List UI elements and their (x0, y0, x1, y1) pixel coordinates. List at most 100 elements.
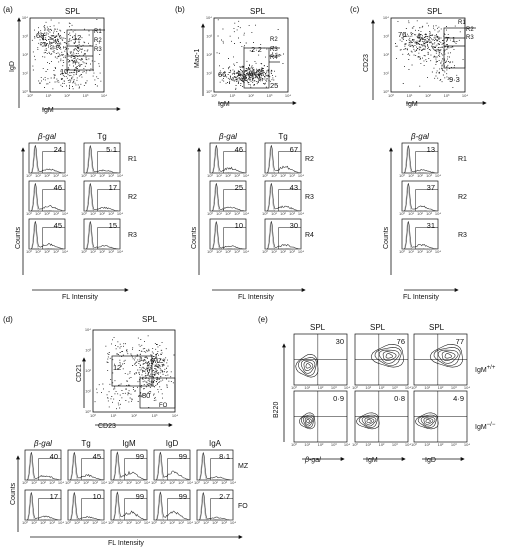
x-tick-label: 10⁰ (207, 249, 213, 254)
x-tick-label: 10² (40, 480, 46, 485)
contour-plot: 30 10⁰ 10¹ 10² 10³ 10⁴ (291, 333, 350, 390)
histogram-box (83, 180, 121, 212)
x-tick-label: 10³ (289, 211, 295, 216)
panel-e-col-title: SPL (310, 323, 326, 332)
column-header: β-gal (33, 439, 52, 448)
x-tick-label: 10⁴ (298, 249, 304, 254)
x-tick-label: 10⁴ (243, 211, 249, 216)
histogram-curve (197, 492, 234, 521)
control-curve (25, 452, 61, 481)
column-header: Tg (97, 132, 106, 141)
x-tick-label: 10⁴ (187, 520, 193, 525)
y-tick-label: 10⁴ (383, 15, 389, 20)
contour-plot: 0·8 10⁰ 10¹ 10² 10³ 10⁴ (352, 390, 411, 447)
y-tick-label: 10³ (383, 34, 389, 39)
x-tick-label: 10³ (49, 520, 55, 525)
x-tick-label: 10² (169, 480, 175, 485)
x-tick-label: 10⁴ (464, 442, 470, 447)
scatter-dots (395, 20, 464, 89)
percent-value: 40 (50, 452, 58, 461)
x-tick-label: 10¹ (117, 520, 123, 525)
panel-e-col-title: SPL (429, 323, 445, 332)
y-tick-label: 10¹ (22, 71, 28, 76)
gate-label: R2 (466, 27, 474, 33)
x-tick-label: 10¹ (365, 442, 371, 447)
gate-label: R3 (128, 232, 137, 239)
percent-value: 46 (235, 145, 243, 154)
panel-e-genotype-label: IgM+/+ (475, 365, 496, 374)
x-tick-label: 10³ (426, 173, 432, 178)
quadrant-value: 68 (36, 31, 44, 40)
x-tick-label: 10⁰ (194, 520, 200, 525)
gate-label: R3 (305, 194, 314, 201)
y-tick-label: 10³ (22, 34, 28, 39)
column-header: IgD (166, 439, 179, 448)
contour-line (358, 414, 378, 429)
x-tick-label: 10⁴ (243, 249, 249, 254)
x-tick-label: 10¹ (90, 211, 96, 216)
percent-value: 24 (54, 145, 62, 154)
histogram-box (28, 180, 66, 212)
histogram-curve (197, 452, 233, 481)
percent-value: 67 (290, 145, 298, 154)
quadrant-value: 12 (73, 33, 81, 42)
control-curve (197, 452, 233, 481)
contour-line (370, 343, 404, 368)
contour-plot: 4·9 10⁰ 10¹ 10² 10³ 10⁴ (411, 390, 470, 447)
y-tick-label: 10⁰ (383, 89, 389, 94)
x-tick-label: 10² (126, 480, 132, 485)
histogram-curve (401, 221, 439, 250)
percent-value: 77 (456, 337, 464, 346)
contour-line (433, 347, 461, 366)
histogram-curve (209, 183, 246, 212)
contour-line (423, 417, 434, 425)
scatter-dots (94, 335, 175, 410)
x-tick-label: 10¹ (216, 211, 222, 216)
contour-line (298, 357, 317, 376)
x-tick-label: 10² (99, 249, 105, 254)
percent-value: 8·1 (219, 452, 230, 461)
percent-value: 10 (93, 492, 101, 501)
x-tick-label: 10¹ (365, 385, 371, 390)
x-tick-label: 10² (83, 520, 89, 525)
x-tick-label: 10⁴ (405, 385, 411, 390)
y-tick-label: 10⁴ (22, 15, 28, 20)
x-tick-label: 10² (225, 249, 231, 254)
panel-b-ylabel: Mac-1 (194, 48, 201, 68)
contour-line (302, 416, 314, 427)
histogram-box (401, 142, 439, 174)
control-curve (402, 221, 438, 250)
control-curve (84, 145, 120, 174)
percent-value: 99 (179, 492, 187, 501)
percent-value: 5·1 (106, 145, 117, 154)
x-tick-label: 10³ (108, 249, 114, 254)
x-tick-label: 10⁰ (65, 480, 71, 485)
percent-value: 37 (427, 183, 435, 192)
x-tick-label: 10⁴ (101, 520, 107, 525)
x-tick-label: 10² (169, 520, 175, 525)
contour-plot: 77 10⁰ 10¹ 10² 10³ 10⁴ (411, 333, 470, 390)
gate-label: R1 (458, 20, 466, 26)
x-tick-label: 10¹ (271, 249, 277, 254)
quadrant-value: 76 (398, 30, 406, 39)
column-header: Tg (81, 439, 90, 448)
x-tick-label: 10² (44, 249, 50, 254)
x-tick-label: 10⁰ (399, 211, 405, 216)
x-tick-label: 10¹ (408, 173, 414, 178)
x-tick-label: 10² (318, 442, 324, 447)
percent-value: 17 (50, 492, 58, 501)
x-tick-label: 10⁴ (62, 211, 68, 216)
gate-label: R2 (458, 194, 467, 201)
percent-value: 2·7 (219, 492, 230, 501)
column-header: IgA (209, 439, 222, 448)
x-tick-label: 10² (280, 249, 286, 254)
column-header: IgM (122, 439, 136, 448)
histogram-curve (28, 145, 66, 174)
x-tick-label: 10⁰ (262, 211, 268, 216)
x-tick-label: 10⁴ (144, 480, 150, 485)
histogram-box (209, 180, 247, 212)
percent-value: 4·9 (453, 394, 464, 403)
control-curve (111, 492, 147, 521)
